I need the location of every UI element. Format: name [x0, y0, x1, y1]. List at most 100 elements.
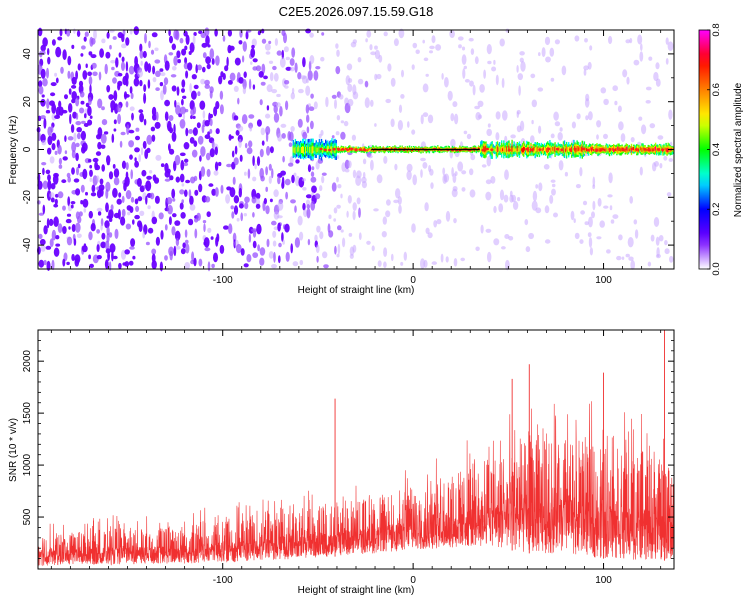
spectrogram-noise-cell-318 [117, 209, 121, 220]
spectrogram-noise-cell-533 [182, 242, 186, 249]
spectrogram-noise-cell-605 [200, 166, 206, 177]
spectrogram-noise-cell-1102 [433, 220, 438, 228]
spectrogram-noise-cell-1032 [368, 154, 373, 159]
spectrogram-signal-cell-284 [391, 147, 393, 150]
spectrogram-noise-cell-500 [172, 213, 177, 218]
snr-y-tick-label-3: 2000 [22, 350, 33, 373]
spectrogram-noise-cell-715 [238, 203, 244, 209]
spectrogram-noise-cell-74 [54, 150, 58, 155]
spectrogram-noise-cell-686 [231, 211, 235, 219]
spectrogram-noise-cell-663 [219, 244, 225, 254]
spectrogram-noise-cell-789 [266, 145, 271, 156]
spectrogram-noise-cell-365 [132, 219, 135, 225]
spectrogram-noise-cell-830 [277, 201, 284, 211]
spectrogram-noise-cell-968 [335, 131, 340, 136]
spectrogram-noise-cell-510 [174, 154, 181, 166]
spectrogram-noise-cell-164 [81, 45, 86, 50]
spectrogram-noise-cell-792 [263, 197, 267, 205]
spectrogram-noise-cell-876 [295, 159, 300, 164]
spectrogram-noise-cell-134 [71, 150, 76, 159]
spectrogram-noise-cell-476 [168, 115, 174, 121]
spectrogram-signal-cell-47 [308, 146, 310, 154]
spectrogram-noise-cell-650 [214, 146, 218, 156]
spectrogram-noise-cell-870 [288, 162, 294, 167]
spectrogram-noise-cell-541 [184, 108, 189, 113]
spectrogram-noise-cell-930 [313, 101, 318, 110]
spectrogram-noise-cell-458 [159, 261, 163, 272]
spectrogram-noise-cell-20 [42, 78, 48, 87]
spectrogram-noise-cell-757 [252, 240, 257, 249]
spectrogram-noise-cell-60 [49, 156, 55, 164]
spectrogram-noise-cell-598 [202, 66, 206, 73]
spectrogram-noise-cell-359 [128, 129, 135, 134]
spectrogram-noise-cell-1349 [663, 155, 668, 161]
spectrogram-signal-cell-863 [593, 148, 595, 151]
spectrogram-noise-cell-921 [311, 166, 315, 171]
spectrogram-noise-cell-274 [107, 251, 110, 261]
spectrogram-signal-cell-716 [541, 148, 544, 152]
spectrogram-noise-cell-1303 [618, 121, 624, 131]
spectrogram-signal-peak-1123 [560, 148, 564, 152]
spectrogram-signal-cell-377 [423, 148, 425, 150]
spectrogram-noise-cell-301 [113, 168, 120, 178]
spectrogram-signal-cell-173 [352, 148, 354, 151]
spectrogram-noise-cell-76 [52, 174, 59, 185]
spectrogram-noise-cell-248 [100, 133, 107, 144]
snr-x-tick-label-2: 100 [595, 575, 612, 586]
spectrogram-noise-cell-658 [218, 75, 223, 85]
spectrogram-noise-cell-1180 [499, 189, 505, 201]
spectrogram-noise-cell-96 [64, 94, 68, 100]
spectrogram-noise-cell-1184 [502, 110, 508, 121]
spectrogram-noise-cell-445 [155, 111, 159, 122]
spectrogram-noise-cell-257 [100, 241, 106, 249]
spectrogram-signal-cell-454 [450, 147, 453, 150]
spectrogram-noise-cell-518 [181, 79, 186, 88]
spectrogram-noise-cell-328 [121, 160, 127, 169]
spectrogram-noise-cell-522 [180, 106, 186, 115]
spectrogram-signal-cell-578 [493, 147, 495, 151]
spectrogram-noise-cell-83 [53, 247, 60, 257]
spectrogram-noise-cell-1345 [659, 163, 663, 169]
spectrogram-noise-cell-635 [209, 118, 213, 127]
spectrogram-noise-cell-1103 [431, 261, 437, 265]
spectrogram-noise-cell-1136 [462, 68, 466, 79]
spectrogram-signal-cell-290 [393, 149, 395, 152]
spectrogram-signal-cell-890 [602, 147, 604, 151]
spectrogram-noise-cell-656 [213, 252, 218, 263]
spectrogram-noise-cell-548 [184, 229, 188, 238]
spectrogram-noise-cell-208 [89, 164, 93, 169]
spectrogram-noise-cell-1174 [495, 74, 499, 86]
spectrogram-noise-cell-741 [248, 233, 252, 243]
spectrogram-noise-cell-842 [281, 133, 286, 139]
spectrogram-noise-cell-298 [113, 119, 117, 125]
spectrogram-noise-cell-41 [47, 135, 53, 146]
spectrogram-noise-cell-703 [235, 243, 242, 254]
spectrogram-noise-cell-942 [318, 133, 322, 139]
spectrogram-noise-cell-1092 [425, 227, 430, 234]
spectrogram-signal-cell-602 [502, 148, 504, 152]
spectrogram-noise-cell-675 [225, 194, 231, 204]
snr-y-tick-label-0: 500 [22, 508, 33, 525]
spectrogram-noise-cell-874 [294, 62, 298, 73]
spectrogram-noise-cell-514 [175, 237, 180, 247]
spectrogram-noise-cell-27 [41, 162, 47, 166]
spectrogram-noise-cell-1236 [551, 183, 556, 188]
spectrogram-signal-cell-212 [365, 149, 368, 152]
spectrogram-noise-cell-1157 [478, 114, 483, 119]
spectrogram-noise-cell-393 [138, 154, 141, 163]
spectrogram-noise-cell-188 [81, 142, 88, 152]
spectrogram-noise-cell-280 [108, 94, 114, 100]
spectrogram-noise-cell-171 [81, 120, 86, 124]
spectrogram-noise-cell-243 [96, 255, 102, 260]
spectrogram-noise-cell-1220 [537, 87, 544, 92]
spectrogram-noise-cell-17 [40, 44, 46, 52]
spectrogram-noise-cell-1150 [469, 189, 476, 198]
spectrogram-noise-cell-852 [285, 66, 292, 71]
spectrogram-noise-cell-594 [198, 258, 203, 267]
spectrogram-noise-cell-408 [141, 169, 147, 177]
spectrogram-noise-cell-205 [89, 115, 93, 119]
spectrogram-signal-peak-1128 [595, 148, 599, 152]
spectrogram-noise-cell-457 [160, 230, 164, 240]
spectrogram-noise-cell-1169 [487, 251, 492, 263]
spectrogram-noise-cell-337 [125, 61, 129, 72]
